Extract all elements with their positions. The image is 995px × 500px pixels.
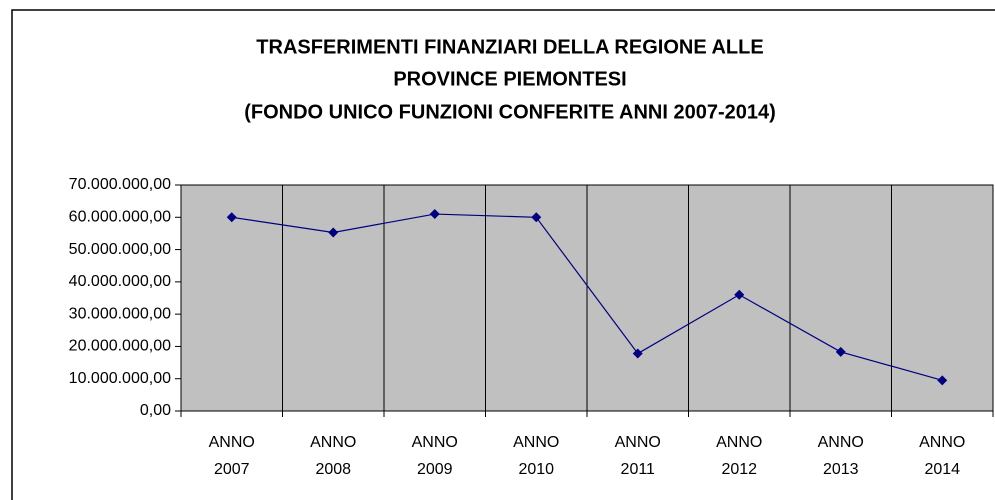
x-tick-label: ANNO 2012 — [716, 434, 763, 478]
x-tick-label: ANNO 2009 — [411, 434, 458, 478]
x-tick-label: ANNO 2007 — [208, 434, 255, 478]
y-tick-label: 60.000.000,00 — [69, 209, 171, 226]
chart-title: (FONDO UNICO FUNZIONI CONFERITE ANNI 200… — [244, 101, 776, 123]
y-tick-label: 0,00 — [140, 402, 171, 419]
y-tick-label: 20.000.000,00 — [69, 338, 171, 355]
marker — [328, 227, 339, 238]
y-tick-label: 30.000.000,00 — [69, 305, 171, 322]
y-tick-label: 50.000.000,00 — [69, 241, 171, 258]
marker — [734, 289, 745, 300]
x-tick-label: ANNO 2010 — [513, 434, 560, 478]
marker — [226, 212, 237, 223]
x-tick-label: ANNO 2014 — [919, 434, 966, 478]
y-tick-label: 10.000.000,00 — [69, 370, 171, 387]
y-tick-label: 70.000.000,00 — [69, 176, 171, 193]
marker — [429, 209, 440, 220]
marker — [835, 346, 846, 357]
y-tick-label: 40.000.000,00 — [69, 273, 171, 290]
x-tick-label: ANNO 2008 — [310, 434, 357, 478]
line — [231, 213, 943, 381]
x-tick-label: ANNO 2011 — [614, 434, 661, 478]
marker — [531, 212, 542, 223]
marker — [937, 375, 948, 386]
chart-title: TRASFERIMENTI FINANZIARI DELLA REGIONE A… — [256, 36, 763, 58]
x-tick-label: ANNO 2013 — [817, 434, 864, 478]
chart-title: PROVINCE PIEMONTESI — [393, 68, 626, 90]
marker — [632, 348, 643, 359]
